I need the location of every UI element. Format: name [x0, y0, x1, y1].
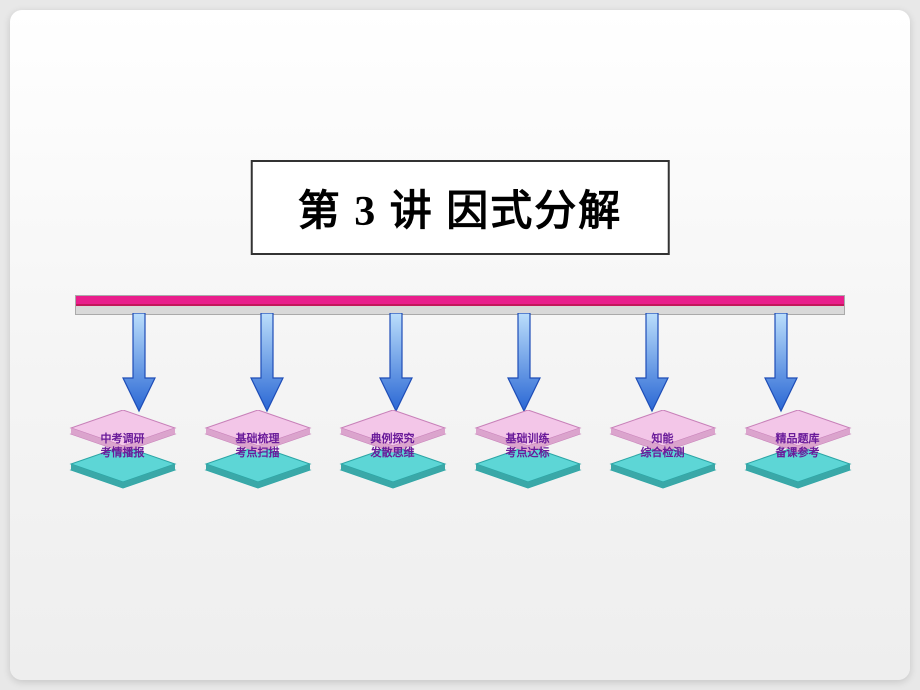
arrow-down-icon	[634, 313, 670, 413]
arrow-down-icon	[121, 313, 157, 413]
horizontal-bar	[75, 295, 845, 315]
tile-item[interactable]: 基础训练考点达标	[468, 410, 588, 490]
arrow-down-icon	[763, 313, 799, 413]
slide: 第 3 讲 因式分解	[10, 10, 910, 680]
tile-item[interactable]: 典例探究发散思维	[333, 410, 453, 490]
arrow-down-icon	[378, 313, 414, 413]
tile-label: 知能综合检测	[603, 418, 723, 460]
arrow-down-icon	[506, 313, 542, 413]
tile-item[interactable]: 精品题库备课参考	[738, 410, 858, 490]
tile-item[interactable]: 基础梳理考点扫描	[198, 410, 318, 490]
tile-label: 典例探究发散思维	[333, 418, 453, 460]
arrows-row	[75, 313, 845, 413]
tiles-row: 中考调研考情播报 基础梳理考点扫描	[55, 410, 865, 490]
tile-item[interactable]: 中考调研考情播报	[63, 410, 183, 490]
tile-item[interactable]: 知能综合检测	[603, 410, 723, 490]
tile-label: 基础梳理考点扫描	[198, 418, 318, 460]
tile-label: 精品题库备课参考	[738, 418, 858, 460]
arrow-down-icon	[249, 313, 285, 413]
title-box: 第 3 讲 因式分解	[251, 160, 670, 255]
tile-label: 中考调研考情播报	[63, 418, 183, 460]
page-title: 第 3 讲 因式分解	[298, 189, 623, 235]
tile-label: 基础训练考点达标	[468, 418, 588, 460]
